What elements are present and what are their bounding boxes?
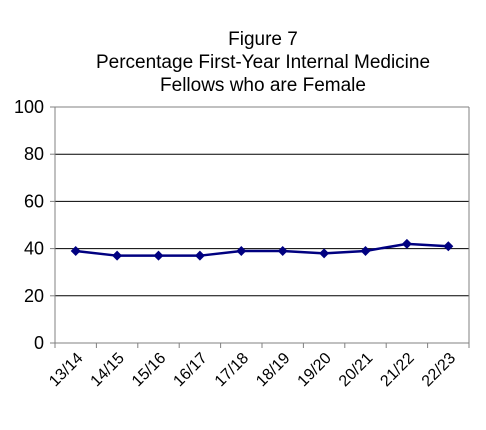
- y-tick-label-80: 80: [24, 144, 44, 164]
- x-tick-label-15-16: 15/16: [129, 350, 169, 390]
- data-point-22-23: [443, 241, 454, 252]
- data-point-16-17: [194, 250, 205, 261]
- x-tick-label-16-17: 16/17: [170, 350, 210, 390]
- data-point-17-18: [236, 245, 247, 256]
- x-tick-label-13-14: 13/14: [46, 350, 86, 390]
- x-tick-label-22-23: 22/23: [419, 350, 459, 390]
- data-point-13-14: [70, 245, 81, 256]
- chart-title-line-2: Percentage First-Year Internal Medicine: [95, 52, 431, 73]
- x-tick-label-20-21: 20/21: [336, 350, 376, 390]
- x-tick-label-17-18: 17/18: [212, 350, 252, 390]
- data-point-15-16: [153, 250, 164, 261]
- x-tick-label-21-22: 21/22: [377, 350, 417, 390]
- series-line-0: [75, 242, 449, 257]
- y-tick-label-0: 0: [34, 333, 44, 353]
- data-point-21-22: [401, 238, 412, 249]
- y-tick-label-20: 20: [24, 286, 44, 306]
- data-point-20-21: [360, 245, 371, 256]
- data-point-19-20: [319, 248, 330, 259]
- data-point-14-15: [112, 250, 123, 261]
- chart-title: Figure 7 Percentage First-Year Internal …: [0, 28, 486, 97]
- x-tick-label-18-19: 18/19: [253, 350, 293, 390]
- y-tick-label-100: 100: [14, 97, 44, 117]
- data-point-18-19: [277, 245, 288, 256]
- x-tick-label-19-20: 19/20: [295, 350, 335, 390]
- y-tick-label-40: 40: [24, 239, 44, 259]
- chart-title-line-1: Figure 7: [228, 29, 298, 50]
- chart-title-line-3: Fellows who are Female: [160, 75, 366, 96]
- y-tick-label-60: 60: [24, 191, 44, 211]
- x-tick-label-14-15: 14/15: [88, 350, 128, 390]
